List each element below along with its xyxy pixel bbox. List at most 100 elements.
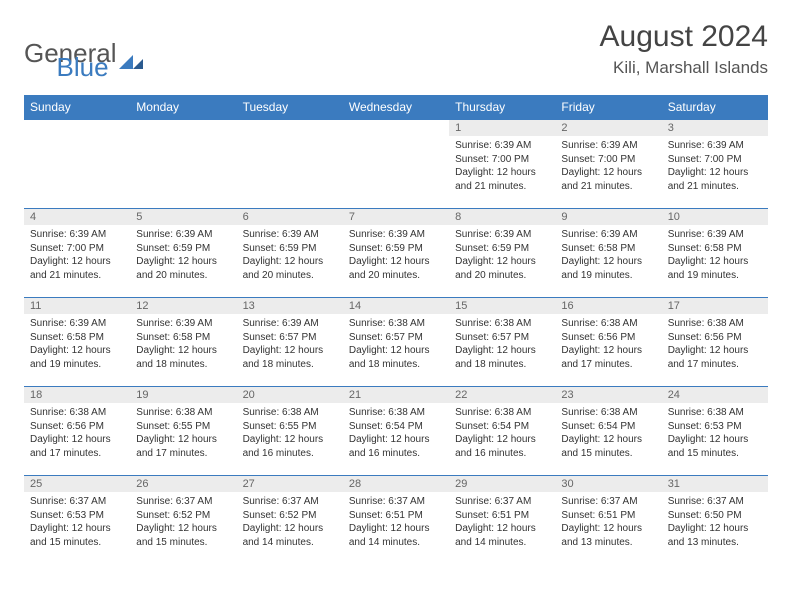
day-number: 17 <box>662 298 768 314</box>
day-number: 9 <box>555 209 661 225</box>
day-details: Sunrise: 6:37 AMSunset: 6:52 PMDaylight:… <box>130 492 236 553</box>
day-number: 11 <box>24 298 130 314</box>
calendar-cell: 31Sunrise: 6:37 AMSunset: 6:50 PMDayligh… <box>662 476 768 565</box>
day-details: Sunrise: 6:37 AMSunset: 6:51 PMDaylight:… <box>449 492 555 553</box>
calendar-cell: 10Sunrise: 6:39 AMSunset: 6:58 PMDayligh… <box>662 209 768 298</box>
day-number: 30 <box>555 476 661 492</box>
weekday-header: Friday <box>555 95 661 120</box>
day-number: 18 <box>24 387 130 403</box>
day-details: Sunrise: 6:37 AMSunset: 6:51 PMDaylight:… <box>343 492 449 553</box>
day-details: Sunrise: 6:39 AMSunset: 6:58 PMDaylight:… <box>555 225 661 286</box>
calendar-cell: 11Sunrise: 6:39 AMSunset: 6:58 PMDayligh… <box>24 298 130 387</box>
calendar-cell: 1Sunrise: 6:39 AMSunset: 7:00 PMDaylight… <box>449 120 555 209</box>
day-details: Sunrise: 6:38 AMSunset: 6:57 PMDaylight:… <box>449 314 555 375</box>
day-number: 13 <box>237 298 343 314</box>
day-details: Sunrise: 6:38 AMSunset: 6:55 PMDaylight:… <box>237 403 343 464</box>
calendar-cell: 6Sunrise: 6:39 AMSunset: 6:59 PMDaylight… <box>237 209 343 298</box>
day-details: Sunrise: 6:38 AMSunset: 6:57 PMDaylight:… <box>343 314 449 375</box>
day-number: 26 <box>130 476 236 492</box>
weekday-header: Tuesday <box>237 95 343 120</box>
day-details: Sunrise: 6:38 AMSunset: 6:56 PMDaylight:… <box>555 314 661 375</box>
calendar-week-row: 25Sunrise: 6:37 AMSunset: 6:53 PMDayligh… <box>24 476 768 565</box>
day-details: Sunrise: 6:39 AMSunset: 6:59 PMDaylight:… <box>449 225 555 286</box>
header: General Blue August 2024 Kili, Marshall … <box>24 20 768 83</box>
day-number: 10 <box>662 209 768 225</box>
day-number: 20 <box>237 387 343 403</box>
day-details: Sunrise: 6:37 AMSunset: 6:50 PMDaylight:… <box>662 492 768 553</box>
day-details: Sunrise: 6:39 AMSunset: 6:59 PMDaylight:… <box>130 225 236 286</box>
day-details: Sunrise: 6:39 AMSunset: 7:00 PMDaylight:… <box>24 225 130 286</box>
calendar-cell: 28Sunrise: 6:37 AMSunset: 6:51 PMDayligh… <box>343 476 449 565</box>
calendar-cell: 8Sunrise: 6:39 AMSunset: 6:59 PMDaylight… <box>449 209 555 298</box>
day-number: 29 <box>449 476 555 492</box>
day-details: Sunrise: 6:38 AMSunset: 6:54 PMDaylight:… <box>343 403 449 464</box>
day-details: Sunrise: 6:38 AMSunset: 6:56 PMDaylight:… <box>662 314 768 375</box>
calendar-cell: 2Sunrise: 6:39 AMSunset: 7:00 PMDaylight… <box>555 120 661 209</box>
calendar-week-row: 18Sunrise: 6:38 AMSunset: 6:56 PMDayligh… <box>24 387 768 476</box>
calendar-cell: 7Sunrise: 6:39 AMSunset: 6:59 PMDaylight… <box>343 209 449 298</box>
calendar-cell: 5Sunrise: 6:39 AMSunset: 6:59 PMDaylight… <box>130 209 236 298</box>
day-number: 12 <box>130 298 236 314</box>
weekday-header: Thursday <box>449 95 555 120</box>
day-details: Sunrise: 6:37 AMSunset: 6:53 PMDaylight:… <box>24 492 130 553</box>
day-number: 6 <box>237 209 343 225</box>
calendar-cell <box>343 120 449 209</box>
weekday-header: Monday <box>130 95 236 120</box>
day-details: Sunrise: 6:39 AMSunset: 6:58 PMDaylight:… <box>662 225 768 286</box>
calendar-week-row: 11Sunrise: 6:39 AMSunset: 6:58 PMDayligh… <box>24 298 768 387</box>
day-number: 4 <box>24 209 130 225</box>
day-number: 16 <box>555 298 661 314</box>
calendar-cell: 27Sunrise: 6:37 AMSunset: 6:52 PMDayligh… <box>237 476 343 565</box>
day-number: 8 <box>449 209 555 225</box>
calendar-cell: 25Sunrise: 6:37 AMSunset: 6:53 PMDayligh… <box>24 476 130 565</box>
calendar-cell: 23Sunrise: 6:38 AMSunset: 6:54 PMDayligh… <box>555 387 661 476</box>
logo-text-blue: Blue <box>57 52 109 83</box>
title-block: August 2024 Kili, Marshall Islands <box>600 20 768 78</box>
day-details: Sunrise: 6:39 AMSunset: 6:58 PMDaylight:… <box>130 314 236 375</box>
day-details: Sunrise: 6:39 AMSunset: 7:00 PMDaylight:… <box>449 136 555 197</box>
day-details: Sunrise: 6:38 AMSunset: 6:54 PMDaylight:… <box>555 403 661 464</box>
day-number: 1 <box>449 120 555 136</box>
logo-mark-icon <box>119 45 143 63</box>
calendar-body: 1Sunrise: 6:39 AMSunset: 7:00 PMDaylight… <box>24 120 768 565</box>
weekday-header: Sunday <box>24 95 130 120</box>
day-number: 14 <box>343 298 449 314</box>
day-number: 7 <box>343 209 449 225</box>
day-number: 3 <box>662 120 768 136</box>
weekday-header: Wednesday <box>343 95 449 120</box>
day-number: 22 <box>449 387 555 403</box>
day-number: 21 <box>343 387 449 403</box>
weekday-header: Saturday <box>662 95 768 120</box>
calendar-cell: 18Sunrise: 6:38 AMSunset: 6:56 PMDayligh… <box>24 387 130 476</box>
calendar-cell: 15Sunrise: 6:38 AMSunset: 6:57 PMDayligh… <box>449 298 555 387</box>
calendar-table: SundayMondayTuesdayWednesdayThursdayFrid… <box>24 95 768 564</box>
day-number: 25 <box>24 476 130 492</box>
calendar-cell: 20Sunrise: 6:38 AMSunset: 6:55 PMDayligh… <box>237 387 343 476</box>
calendar-week-row: 4Sunrise: 6:39 AMSunset: 7:00 PMDaylight… <box>24 209 768 298</box>
logo: General Blue <box>24 20 109 83</box>
day-number: 23 <box>555 387 661 403</box>
calendar-cell: 26Sunrise: 6:37 AMSunset: 6:52 PMDayligh… <box>130 476 236 565</box>
calendar-cell: 21Sunrise: 6:38 AMSunset: 6:54 PMDayligh… <box>343 387 449 476</box>
day-number: 24 <box>662 387 768 403</box>
calendar-week-row: 1Sunrise: 6:39 AMSunset: 7:00 PMDaylight… <box>24 120 768 209</box>
calendar-cell: 12Sunrise: 6:39 AMSunset: 6:58 PMDayligh… <box>130 298 236 387</box>
weekday-header-row: SundayMondayTuesdayWednesdayThursdayFrid… <box>24 95 768 120</box>
calendar-cell: 3Sunrise: 6:39 AMSunset: 7:00 PMDaylight… <box>662 120 768 209</box>
day-details: Sunrise: 6:37 AMSunset: 6:51 PMDaylight:… <box>555 492 661 553</box>
day-number: 27 <box>237 476 343 492</box>
calendar-cell: 17Sunrise: 6:38 AMSunset: 6:56 PMDayligh… <box>662 298 768 387</box>
day-details: Sunrise: 6:39 AMSunset: 6:59 PMDaylight:… <box>237 225 343 286</box>
calendar-cell: 14Sunrise: 6:38 AMSunset: 6:57 PMDayligh… <box>343 298 449 387</box>
day-details: Sunrise: 6:38 AMSunset: 6:53 PMDaylight:… <box>662 403 768 464</box>
month-title: August 2024 <box>600 20 768 54</box>
calendar-cell <box>24 120 130 209</box>
day-details: Sunrise: 6:39 AMSunset: 6:59 PMDaylight:… <box>343 225 449 286</box>
day-number: 28 <box>343 476 449 492</box>
day-number: 31 <box>662 476 768 492</box>
calendar-cell: 29Sunrise: 6:37 AMSunset: 6:51 PMDayligh… <box>449 476 555 565</box>
day-details: Sunrise: 6:39 AMSunset: 7:00 PMDaylight:… <box>662 136 768 197</box>
calendar-cell: 30Sunrise: 6:37 AMSunset: 6:51 PMDayligh… <box>555 476 661 565</box>
location: Kili, Marshall Islands <box>600 58 768 78</box>
calendar-cell: 13Sunrise: 6:39 AMSunset: 6:57 PMDayligh… <box>237 298 343 387</box>
